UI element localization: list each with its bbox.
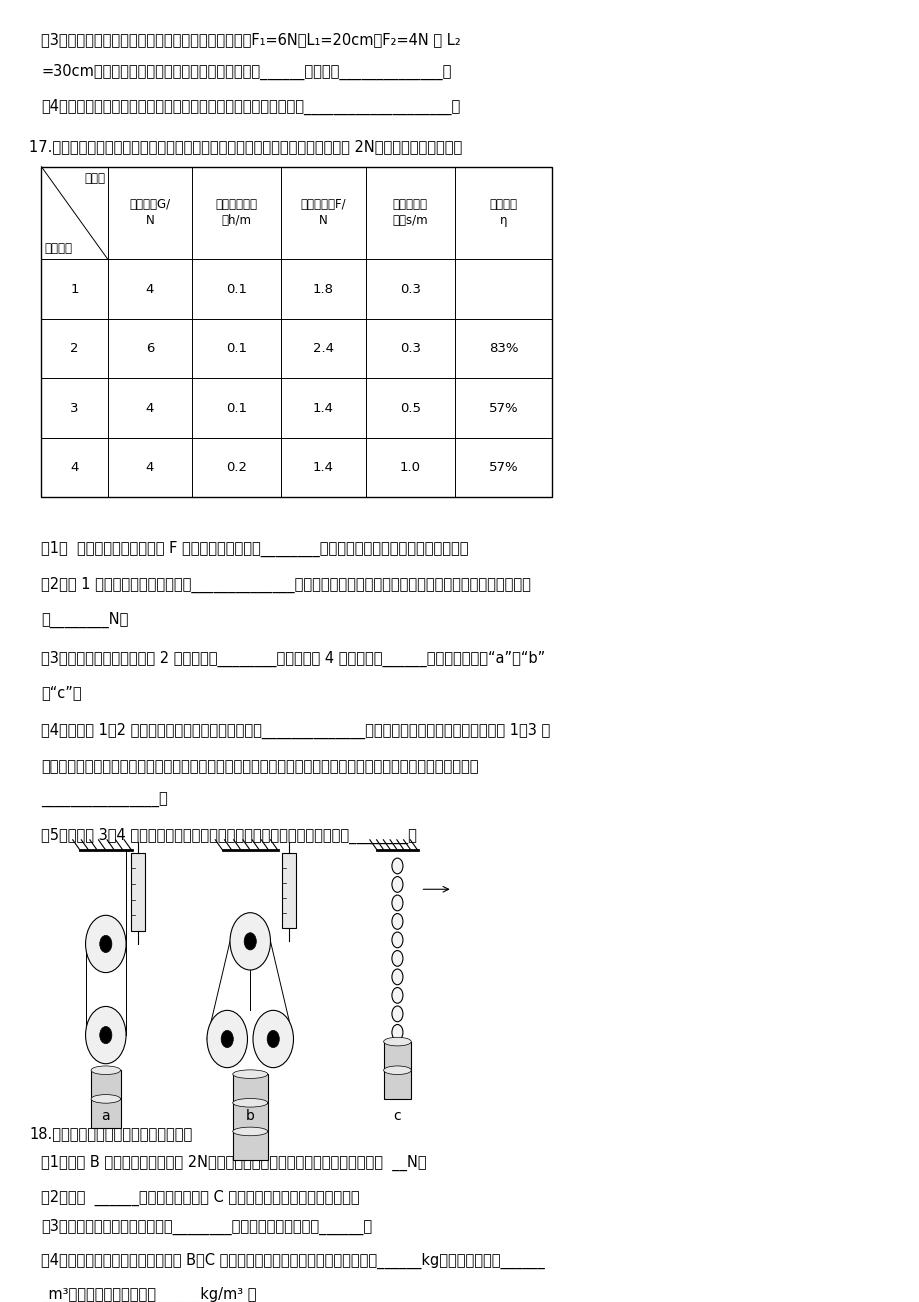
Text: （4）通过对实验数据进行分析处理，可得出结论：杠杆平衡条件是____________________。: （4）通过对实验数据进行分析处理，可得出结论：杠杆平衡条件是__________… — [41, 99, 460, 115]
Ellipse shape — [233, 1099, 267, 1107]
Bar — [233, 1103, 267, 1131]
Circle shape — [244, 932, 256, 950]
Text: （3）本实验得出的结论是著名的________原理。用公式表达为：______。: （3）本实验得出的结论是著名的________原理。用公式表达为：______。 — [41, 1219, 372, 1234]
Text: 17.小明在测量滑轮组机械效率的实验中，所用装置如图所示，实验中每个钉码重 2N，测得的数据如下表：: 17.小明在测量滑轮组机械效率的实验中，所用装置如图所示，实验中每个钉码重 2N… — [29, 139, 462, 155]
Text: 机械效率
η: 机械效率 η — [489, 198, 516, 228]
Text: （1）  在实验中，测绳端拉力 F 时，应尽量竖直向上________拉动弹簧测力计且在拉动过程中读数。: （1） 在实验中，测绳端拉力 F 时，应尽量竖直向上________拉动弹簧测力… — [41, 540, 469, 556]
Circle shape — [267, 1030, 279, 1048]
Ellipse shape — [383, 1038, 411, 1046]
Ellipse shape — [391, 876, 403, 892]
Text: 1.8: 1.8 — [312, 283, 334, 296]
Text: 0.5: 0.5 — [400, 401, 420, 414]
Text: 钉码上升的高
度h/m: 钉码上升的高 度h/m — [215, 198, 257, 228]
Circle shape — [85, 1006, 126, 1064]
Ellipse shape — [391, 914, 403, 930]
Ellipse shape — [383, 1066, 411, 1074]
Circle shape — [85, 915, 126, 973]
Ellipse shape — [91, 1095, 120, 1103]
Text: 测力计移动
距禾s/m: 测力计移动 距禾s/m — [392, 198, 427, 228]
Text: 57%: 57% — [488, 401, 517, 414]
Text: 83%: 83% — [488, 342, 517, 355]
Text: ________________。: ________________。 — [41, 793, 168, 809]
Circle shape — [99, 935, 112, 953]
Text: 0.2: 0.2 — [226, 461, 247, 474]
Ellipse shape — [391, 1025, 403, 1040]
Text: 0.3: 0.3 — [400, 342, 420, 355]
Ellipse shape — [391, 950, 403, 966]
Bar — [281, 853, 296, 928]
Bar — [91, 1070, 120, 1099]
Text: =30cm。该同学根据这些数据能否得出探究结论？______。理由：______________。: =30cm。该同学根据这些数据能否得出探究结论？______。理由：______… — [41, 64, 451, 79]
Bar — [41, 167, 551, 497]
Ellipse shape — [233, 1128, 267, 1135]
Text: 1.4: 1.4 — [312, 401, 334, 414]
Text: 4: 4 — [145, 401, 153, 414]
Text: 6: 6 — [145, 342, 153, 355]
Text: （2）通过  ______两个步骤可以测出 C 图中被石块排出的水的重力大小。: （2）通过 ______两个步骤可以测出 C 图中被石块排出的水的重力大小。 — [41, 1190, 359, 1206]
Text: _m³，这块小石块的密度为______kg/m³ 。: _m³，这块小石块的密度为______kg/m³ 。 — [41, 1286, 256, 1302]
Text: （2）第 1 次实验测得的机械效率为______________。（结果保留两位有效数字），若不计绳重与摸擦，动滑轮重: （2）第 1 次实验测得的机械效率为______________。（结果保留两位… — [41, 577, 530, 592]
Bar — [233, 1131, 267, 1160]
Bar — [383, 1070, 411, 1099]
Ellipse shape — [391, 987, 403, 1004]
Text: （3）分析表中数据可知：第 2 次实验是用________图做的；第 4 次实验是用______图做的。（选填“a”、“b”: （3）分析表中数据可知：第 2 次实验是用________图做的；第 4 次实验… — [41, 651, 545, 667]
Circle shape — [99, 1026, 112, 1044]
Ellipse shape — [233, 1070, 267, 1078]
Bar — [233, 1074, 267, 1103]
Text: （1）已知 B 图中小石块的重力为 2N，那么小石块洸没于水中时所受的浮力大小是  __N；: （1）已知 B 图中小石块的重力为 2N，那么小石块洸没于水中时所受的浮力大小是… — [41, 1155, 426, 1170]
Circle shape — [221, 1030, 233, 1048]
Ellipse shape — [391, 1006, 403, 1022]
Ellipse shape — [391, 932, 403, 948]
Text: 物理量: 物理量 — [84, 172, 105, 185]
Text: a: a — [101, 1109, 110, 1124]
Text: 3: 3 — [70, 401, 79, 414]
Text: 4: 4 — [145, 283, 153, 296]
Text: 1.0: 1.0 — [400, 461, 420, 474]
Text: 18.如图所示，是探究浮力大小的实验。: 18.如图所示，是探究浮力大小的实验。 — [29, 1126, 192, 1142]
Text: （3）小慧同学进行正确的实验操作后，得到的数据为F₁=6N、L₁=20cm、F₂=4N 和 L₂: （3）小慧同学进行正确的实验操作后，得到的数据为F₁=6N、L₁=20cm、F₂… — [41, 33, 460, 48]
Text: c: c — [393, 1109, 401, 1124]
Text: （5）分析第 3、4 次实验数据可知，滑轮组的机械效率与物体被提升的高度________。: （5）分析第 3、4 次实验数据可知，滑轮组的机械效率与物体被提升的高度____… — [41, 828, 417, 844]
Text: 0.1: 0.1 — [226, 342, 247, 355]
Text: 57%: 57% — [488, 461, 517, 474]
Text: 1: 1 — [70, 283, 79, 296]
Text: 0.1: 0.1 — [226, 401, 247, 414]
Circle shape — [207, 1010, 247, 1068]
Ellipse shape — [391, 894, 403, 911]
Text: 实验次数: 实验次数 — [44, 242, 72, 255]
Circle shape — [253, 1010, 293, 1068]
Text: 测力计示数F/
N: 测力计示数F/ N — [301, 198, 346, 228]
Bar — [130, 853, 145, 931]
Bar — [383, 1042, 411, 1070]
Text: 为________N。: 为________N。 — [41, 612, 129, 628]
Text: 或“c”）: 或“c”） — [41, 685, 82, 700]
Text: 钉码总重G/
N: 钉码总重G/ N — [130, 198, 170, 228]
Text: 实验数据可知：使用不同的滑轮组，提升相同的重物，动滑轮个数越多（即动滑轮总重越重），滑轮组的机械效率: 实验数据可知：使用不同的滑轮组，提升相同的重物，动滑轮个数越多（即动滑轮总重越重… — [41, 759, 479, 775]
Ellipse shape — [391, 969, 403, 984]
Bar — [91, 1099, 120, 1128]
Text: 1.4: 1.4 — [312, 461, 334, 474]
Text: 4: 4 — [71, 461, 79, 474]
Text: （4）小明认真研究这个实验发现据 B、C 步骤的测量值可以计算出小石头的质量为______kg小石头的体积为______: （4）小明认真研究这个实验发现据 B、C 步骤的测量值可以计算出小石头的质量为_… — [41, 1253, 545, 1268]
Text: 4: 4 — [145, 461, 153, 474]
Text: b: b — [245, 1109, 255, 1124]
Text: 2: 2 — [70, 342, 79, 355]
Text: 0.1: 0.1 — [226, 283, 247, 296]
Ellipse shape — [91, 1066, 120, 1074]
Text: 2.4: 2.4 — [312, 342, 334, 355]
Circle shape — [230, 913, 270, 970]
Text: 0.3: 0.3 — [400, 283, 420, 296]
Ellipse shape — [391, 858, 403, 874]
Text: （4）分析第 1、2 次实验数据可知：使用同一滑轮组______________可以提高滑轮组的机械效率；分析第 1、3 次: （4）分析第 1、2 次实验数据可知：使用同一滑轮组______________… — [41, 723, 550, 738]
